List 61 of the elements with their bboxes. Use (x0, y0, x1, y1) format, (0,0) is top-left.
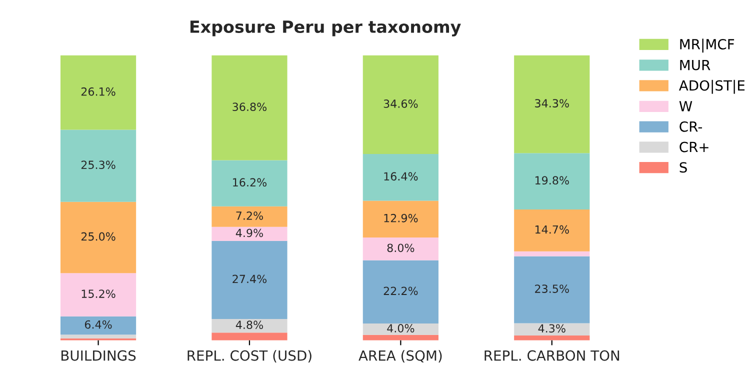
data-label: 8.0% (387, 244, 414, 252)
bar (362, 154, 438, 201)
bar (514, 55, 590, 154)
bar (212, 206, 288, 227)
bar (60, 55, 136, 130)
bar (60, 202, 136, 274)
bar (212, 240, 288, 319)
legend-label: CR+ (680, 142, 708, 152)
bar (514, 251, 590, 256)
x-tick-label: BUILDINGS (61, 350, 136, 361)
data-label: 16.2% (233, 178, 267, 187)
legend-label: ADO|ST|E (678, 80, 745, 94)
bar (60, 316, 136, 335)
legend-label: W (679, 101, 692, 112)
data-label: 23.5% (535, 284, 569, 293)
bar (362, 260, 438, 324)
data-label: 26.1% (81, 87, 116, 96)
bar (212, 55, 288, 160)
data-label: 12.9% (384, 214, 418, 222)
bar (514, 153, 590, 210)
bar (362, 334, 438, 340)
bar (60, 273, 136, 316)
data-label: 4.8% (236, 320, 263, 330)
data-label: 25.3% (81, 160, 116, 170)
legend-label: CR- (680, 121, 702, 132)
data-label: 4.9% (236, 228, 263, 238)
data-label: 4.0% (387, 324, 414, 332)
data-label: 19.8% (535, 176, 569, 185)
bar (514, 210, 590, 252)
bar (362, 324, 438, 335)
x-tick-label: REPL. CARBON TON (484, 350, 620, 361)
chart-title: Exposure Peru per taxonomy (190, 20, 461, 36)
data-label: 4.3% (538, 324, 566, 333)
data-label: 36.8% (232, 102, 267, 112)
bar (212, 318, 288, 333)
bar (514, 323, 590, 336)
data-label: 27.4% (232, 274, 267, 284)
data-label: 6.4% (84, 320, 112, 329)
legend-label: S (680, 162, 687, 173)
data-label: 25.0% (81, 232, 116, 241)
bar (362, 200, 438, 238)
data-label: 7.2% (236, 211, 263, 220)
x-tick-label: AREA (SQM) (358, 350, 442, 362)
data-label: 34.3% (535, 99, 569, 108)
bar (212, 226, 288, 241)
bar (60, 334, 136, 338)
data-label: 15.2% (82, 290, 116, 298)
bar (514, 335, 590, 340)
bar (362, 237, 438, 260)
bar (60, 130, 136, 202)
data-label: 34.6% (384, 100, 418, 108)
bar (362, 55, 438, 154)
bar (212, 160, 288, 206)
legend-label: MR|MCF (680, 38, 734, 53)
data-label: 14.7% (535, 225, 569, 234)
data-label: 16.4% (384, 172, 418, 181)
bar (212, 332, 288, 340)
x-tick-label: REPL. COST (USD) (188, 350, 312, 362)
legend-label: MUR (680, 60, 710, 70)
bar (514, 256, 590, 324)
data-label: 22.2% (384, 286, 418, 296)
